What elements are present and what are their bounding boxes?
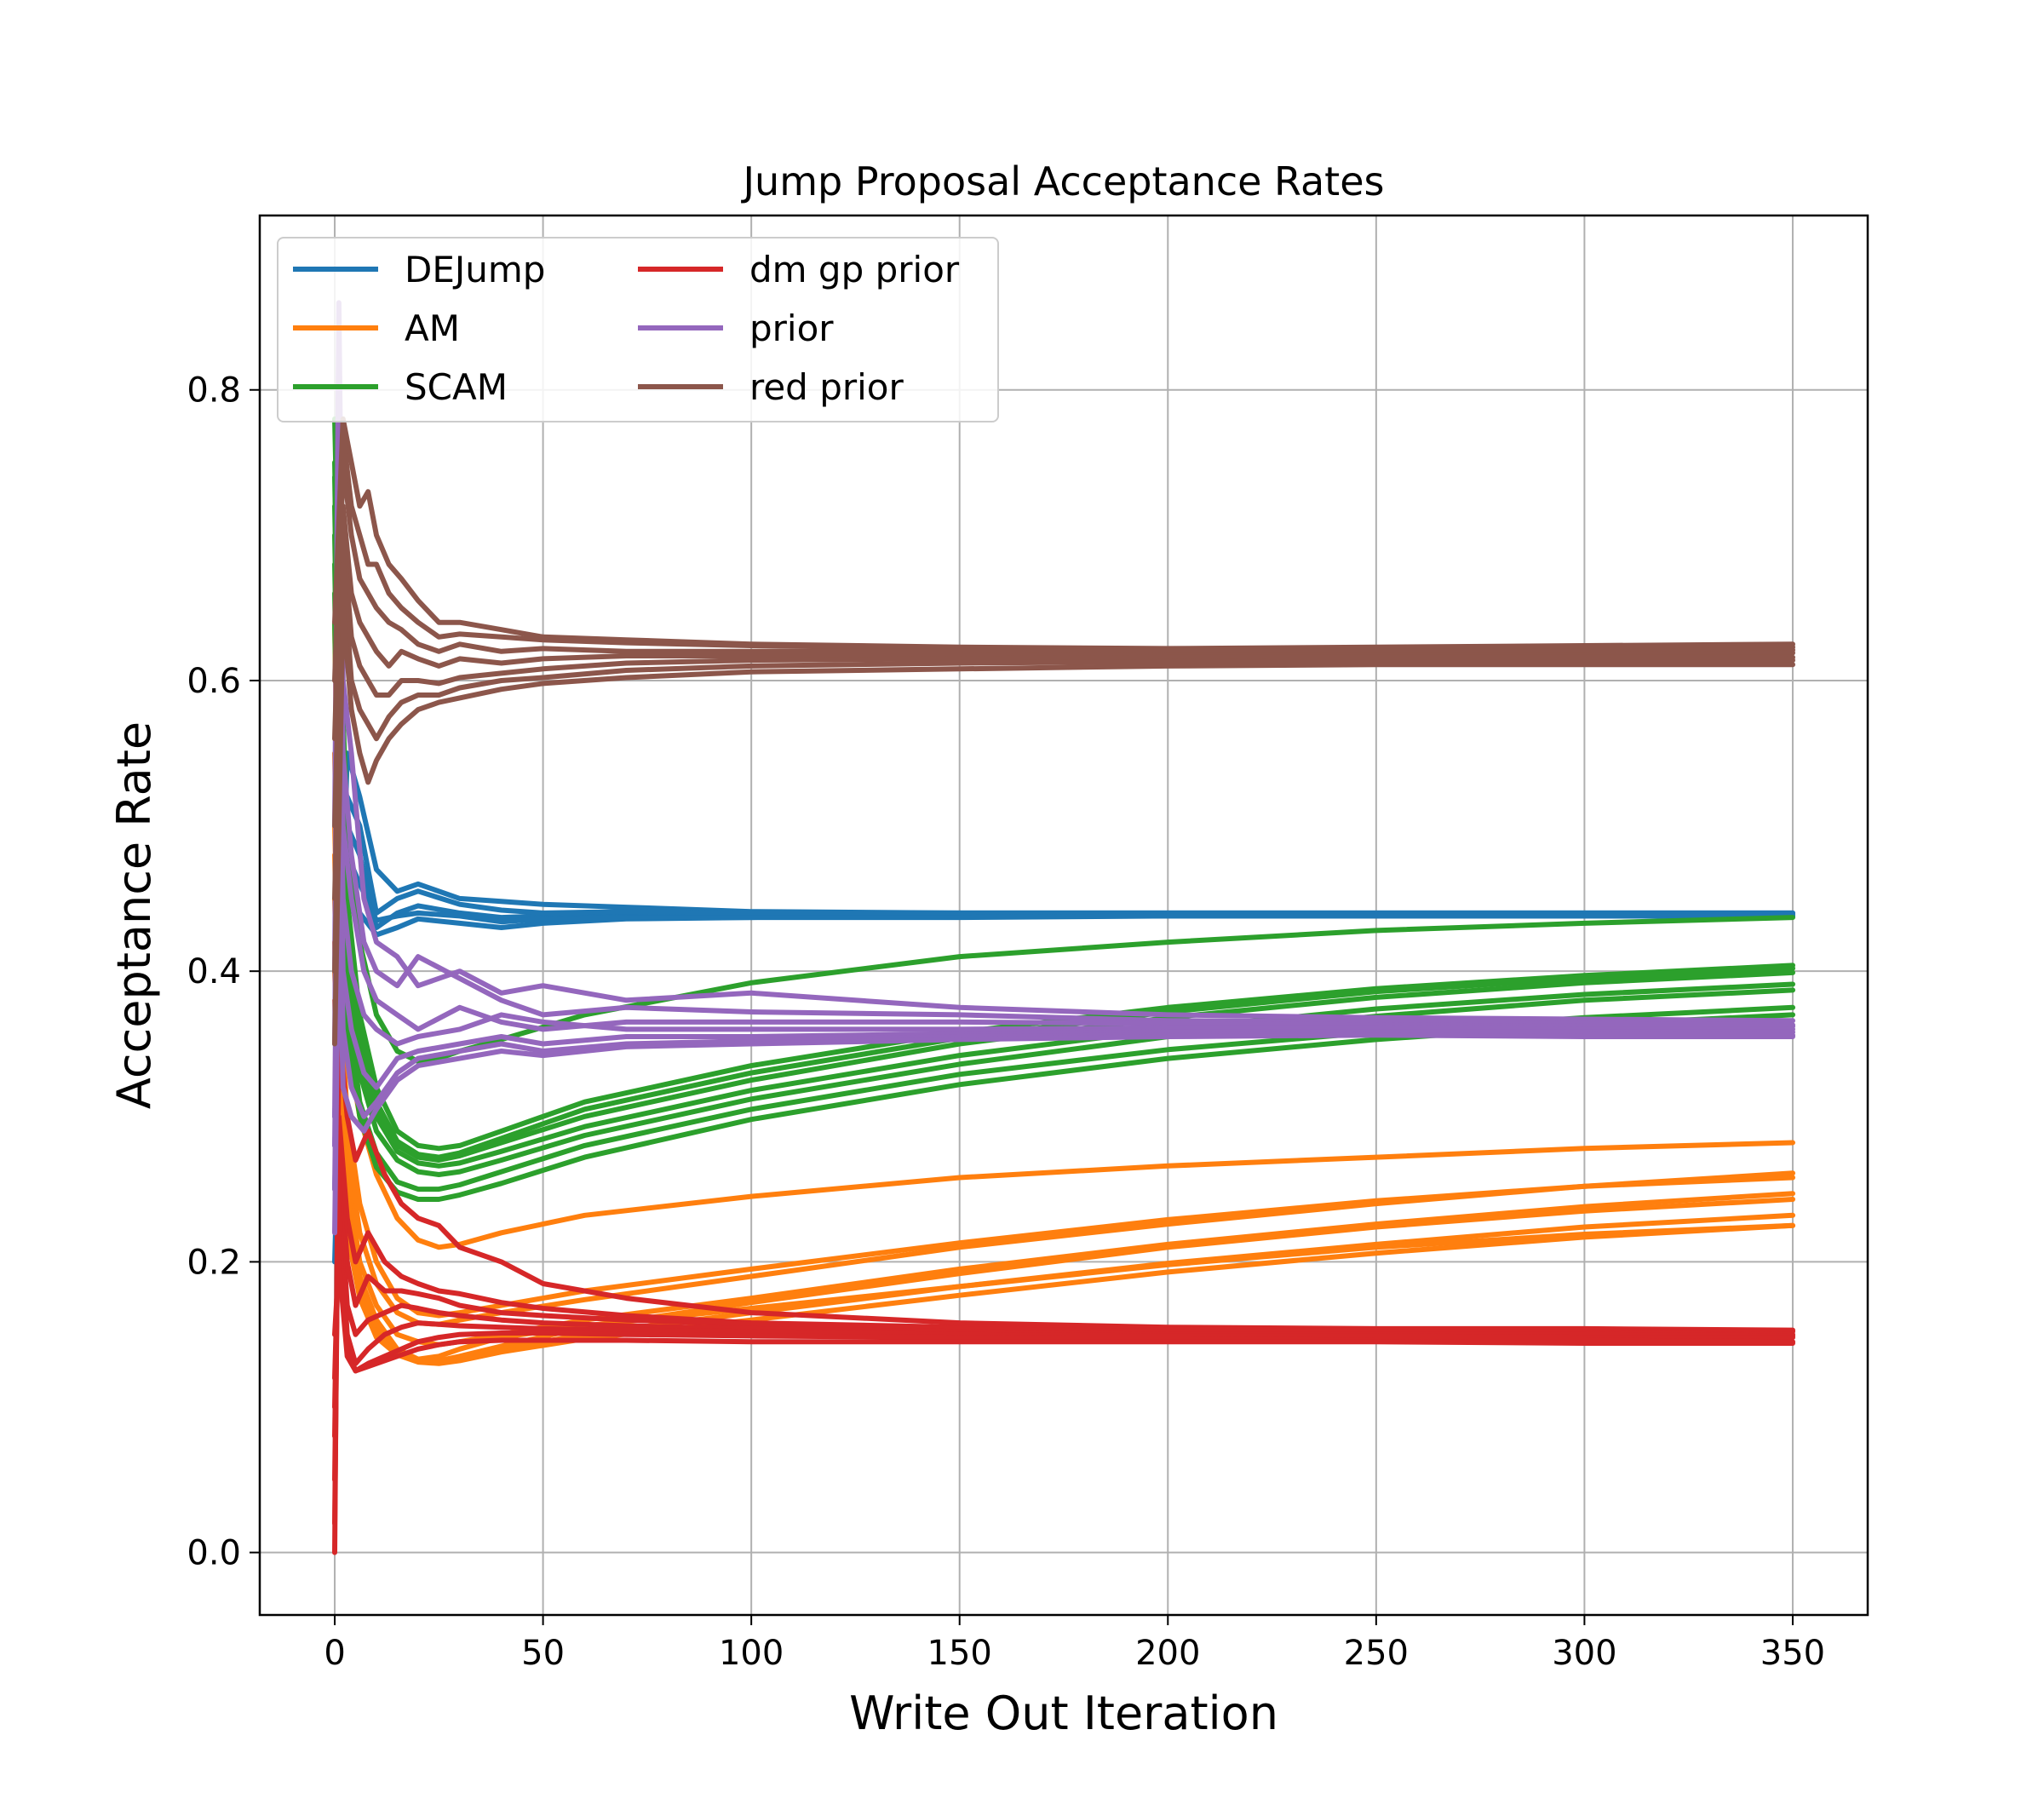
series-line-am <box>332 823 1795 1327</box>
series-dm-gp-prior <box>332 1026 1795 1555</box>
series-line-scam <box>332 619 1795 1202</box>
y-tick-label: 0.8 <box>187 371 241 411</box>
series-line-prior <box>332 895 1795 1236</box>
legend-label-prior: prior <box>749 307 834 349</box>
series-line-scam <box>332 590 1795 1192</box>
x-tick-label: 200 <box>1135 1634 1200 1673</box>
series-line-dm-gp-prior <box>332 1142 1795 1483</box>
legend-label-dm-gp-prior: dm gp prior <box>749 249 960 290</box>
axis-ticks: 0 50 100 150 200 250 300 350 0.0 0.2 0.4 0.6 0.8 <box>187 371 1825 1673</box>
series-lines <box>332 300 1795 1555</box>
series-line-prior <box>332 300 1795 1024</box>
series-line-dm-gp-prior <box>332 1201 1795 1410</box>
x-tick-label: 100 <box>719 1634 784 1673</box>
series-line-red-prior <box>332 503 1795 829</box>
x-tick-label: 250 <box>1344 1634 1409 1673</box>
legend-label-scam: SCAM <box>405 366 508 408</box>
plot-frame <box>258 214 1869 1617</box>
series-line-am <box>332 750 1795 1319</box>
y-tick-label: 0.0 <box>187 1534 241 1573</box>
series-line-red-prior <box>332 460 1795 742</box>
legend: DEJump AM SCAM dm gp prior prior red prior <box>277 237 999 422</box>
series-line-red-prior <box>332 561 1795 974</box>
series-line-red-prior <box>332 532 1795 901</box>
series-line-prior <box>332 532 1795 1047</box>
series-red-prior <box>332 416 1795 1047</box>
series-dejump <box>332 750 1795 1265</box>
legend-label-dejump: DEJump <box>405 249 545 290</box>
x-axis-title: Write Out Iteration <box>849 1687 1278 1740</box>
series-line-dejump <box>332 794 1795 1265</box>
x-tick-label: 50 <box>521 1634 565 1673</box>
series-line-prior <box>332 750 1795 1148</box>
series-line-prior <box>332 678 1795 1119</box>
series-line-am <box>332 997 1795 1362</box>
x-tick-label: 300 <box>1552 1634 1616 1673</box>
series-line-dejump <box>332 852 1795 1148</box>
y-tick-label: 0.4 <box>187 952 241 991</box>
x-tick-label: 150 <box>927 1634 992 1673</box>
series-line-red-prior <box>332 605 1795 1047</box>
series-line-prior <box>332 387 1795 1028</box>
chart-title: Jump Proposal Acceptance Rates <box>740 158 1384 204</box>
y-tick-label: 0.2 <box>187 1243 241 1282</box>
series-line-dm-gp-prior <box>332 1026 1795 1555</box>
y-tick-label: 0.6 <box>187 662 241 701</box>
legend-label-am: AM <box>405 307 460 349</box>
x-tick-label: 350 <box>1760 1634 1825 1673</box>
y-axis-title: Acceptance Rate <box>107 721 161 1109</box>
legend-label-red-prior: red prior <box>749 366 904 408</box>
series-prior <box>332 300 1795 1236</box>
x-tick-label: 0 <box>324 1634 345 1673</box>
series-line-dm-gp-prior <box>332 1259 1795 1374</box>
